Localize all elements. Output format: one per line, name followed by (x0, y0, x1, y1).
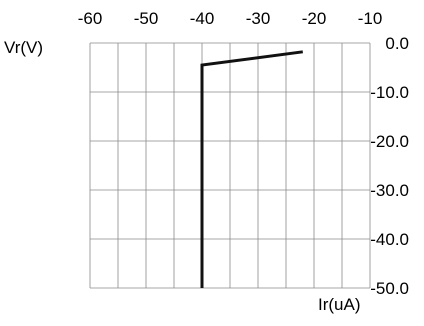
grid (89, 42, 371, 289)
x-tick-label: -10 (358, 9, 383, 28)
x-tick-label: -40 (190, 9, 215, 28)
x-tick-label: -60 (78, 9, 103, 28)
y-axis-label: Vr(V) (4, 38, 43, 57)
y-tick-labels: 0.0 -10.0 -20.0 -30.0 -40.0 -50.0 (370, 34, 409, 298)
y-tick-label: -50.0 (370, 279, 409, 298)
x-tick-label: -20 (302, 9, 327, 28)
series-line (200, 50, 303, 288)
y-tick-label: -10.0 (370, 83, 409, 102)
y-tick-label: -20.0 (370, 132, 409, 151)
series-layer (200, 50, 303, 288)
x-tick-label: -30 (246, 9, 271, 28)
y-tick-label: -30.0 (370, 181, 409, 200)
x-tick-label: -50 (134, 9, 159, 28)
y-tick-label: -40.0 (370, 230, 409, 249)
y-tick-label: 0.0 (385, 34, 409, 53)
x-axis-label: Ir(uA) (318, 295, 361, 314)
x-tick-labels: -60 -50 -40 -30 -20 -10 (78, 9, 383, 28)
